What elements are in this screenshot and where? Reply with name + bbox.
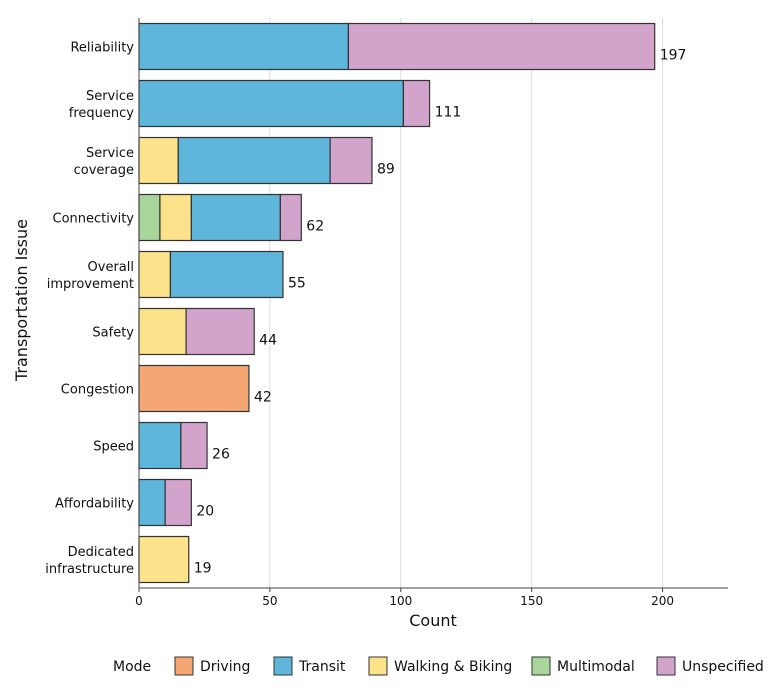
bar-segment-unspecified xyxy=(329,136,373,185)
legend-label: Walking & Biking xyxy=(394,659,512,675)
y-tick-label: Dedicated infrastructure xyxy=(45,545,134,577)
bar-segment-walking-biking xyxy=(138,307,187,356)
bar-segment-walking-biking xyxy=(138,136,179,185)
y-tick-label: Service frequency xyxy=(69,89,135,121)
legend-label: Transit xyxy=(298,659,346,675)
bar-segment-transit xyxy=(138,79,404,128)
legend-swatch xyxy=(174,656,194,676)
total-label: 55 xyxy=(288,276,306,292)
legend-swatch xyxy=(368,656,388,676)
bar-segment-walking-biking xyxy=(138,250,172,299)
legend-swatch xyxy=(656,656,676,676)
y-tick-label: Connectivity xyxy=(53,212,135,227)
x-tick-label: 0 xyxy=(135,594,143,608)
y-tick-label: Speed xyxy=(93,440,134,455)
total-label: 44 xyxy=(259,333,277,349)
bar-segment-unspecified xyxy=(185,307,255,356)
y-tick-label: Congestion xyxy=(61,383,134,398)
bar-segment-transit xyxy=(190,193,281,242)
total-label: 197 xyxy=(660,48,687,64)
total-label: 89 xyxy=(377,162,395,178)
x-axis-label: Count xyxy=(409,611,457,630)
legend-label: Multimodal xyxy=(557,659,635,675)
bar-segment-unspecified xyxy=(402,79,431,128)
y-tick-label: Affordability xyxy=(55,497,134,512)
bar-segment-walking-biking xyxy=(138,535,190,584)
y-tick-label: Safety xyxy=(92,326,134,341)
bar-segment-transit xyxy=(138,421,182,470)
total-label: 111 xyxy=(435,105,462,121)
x-tick-label: 100 xyxy=(389,594,412,608)
x-tick-label: 200 xyxy=(651,594,674,608)
y-tick-label: Overall improvement xyxy=(47,260,134,292)
total-label: 62 xyxy=(306,219,324,235)
bar-segment-multimodal xyxy=(138,193,161,242)
total-label: 19 xyxy=(194,561,212,577)
y-tick-label: Service coverage xyxy=(74,146,134,178)
bar-segment-unspecified xyxy=(279,193,302,242)
bar-segment-walking-biking xyxy=(159,193,192,242)
x-tick-label: 150 xyxy=(520,594,543,608)
legend-title: Mode xyxy=(113,659,151,675)
bar-segment-unspecified xyxy=(347,22,656,71)
bar-segment-unspecified xyxy=(180,421,208,470)
x-tick-label: 50 xyxy=(262,594,277,608)
bar-segment-transit xyxy=(177,136,331,185)
legend-swatch xyxy=(531,656,551,676)
bar-segment-transit xyxy=(138,478,166,527)
bar-segment-unspecified xyxy=(164,478,192,527)
bar-segment-transit xyxy=(138,22,350,71)
y-axis-label: Transportation Issue xyxy=(12,219,31,382)
legend-label: Unspecified xyxy=(682,659,764,675)
legend-swatch xyxy=(273,656,293,676)
bar-segment-driving xyxy=(138,364,250,413)
total-label: 20 xyxy=(196,504,214,520)
bar-segment-transit xyxy=(169,250,284,299)
legend-label: Driving xyxy=(200,659,250,675)
total-label: 42 xyxy=(254,390,272,406)
y-tick-label: Reliability xyxy=(70,41,134,56)
total-label: 26 xyxy=(212,447,230,463)
